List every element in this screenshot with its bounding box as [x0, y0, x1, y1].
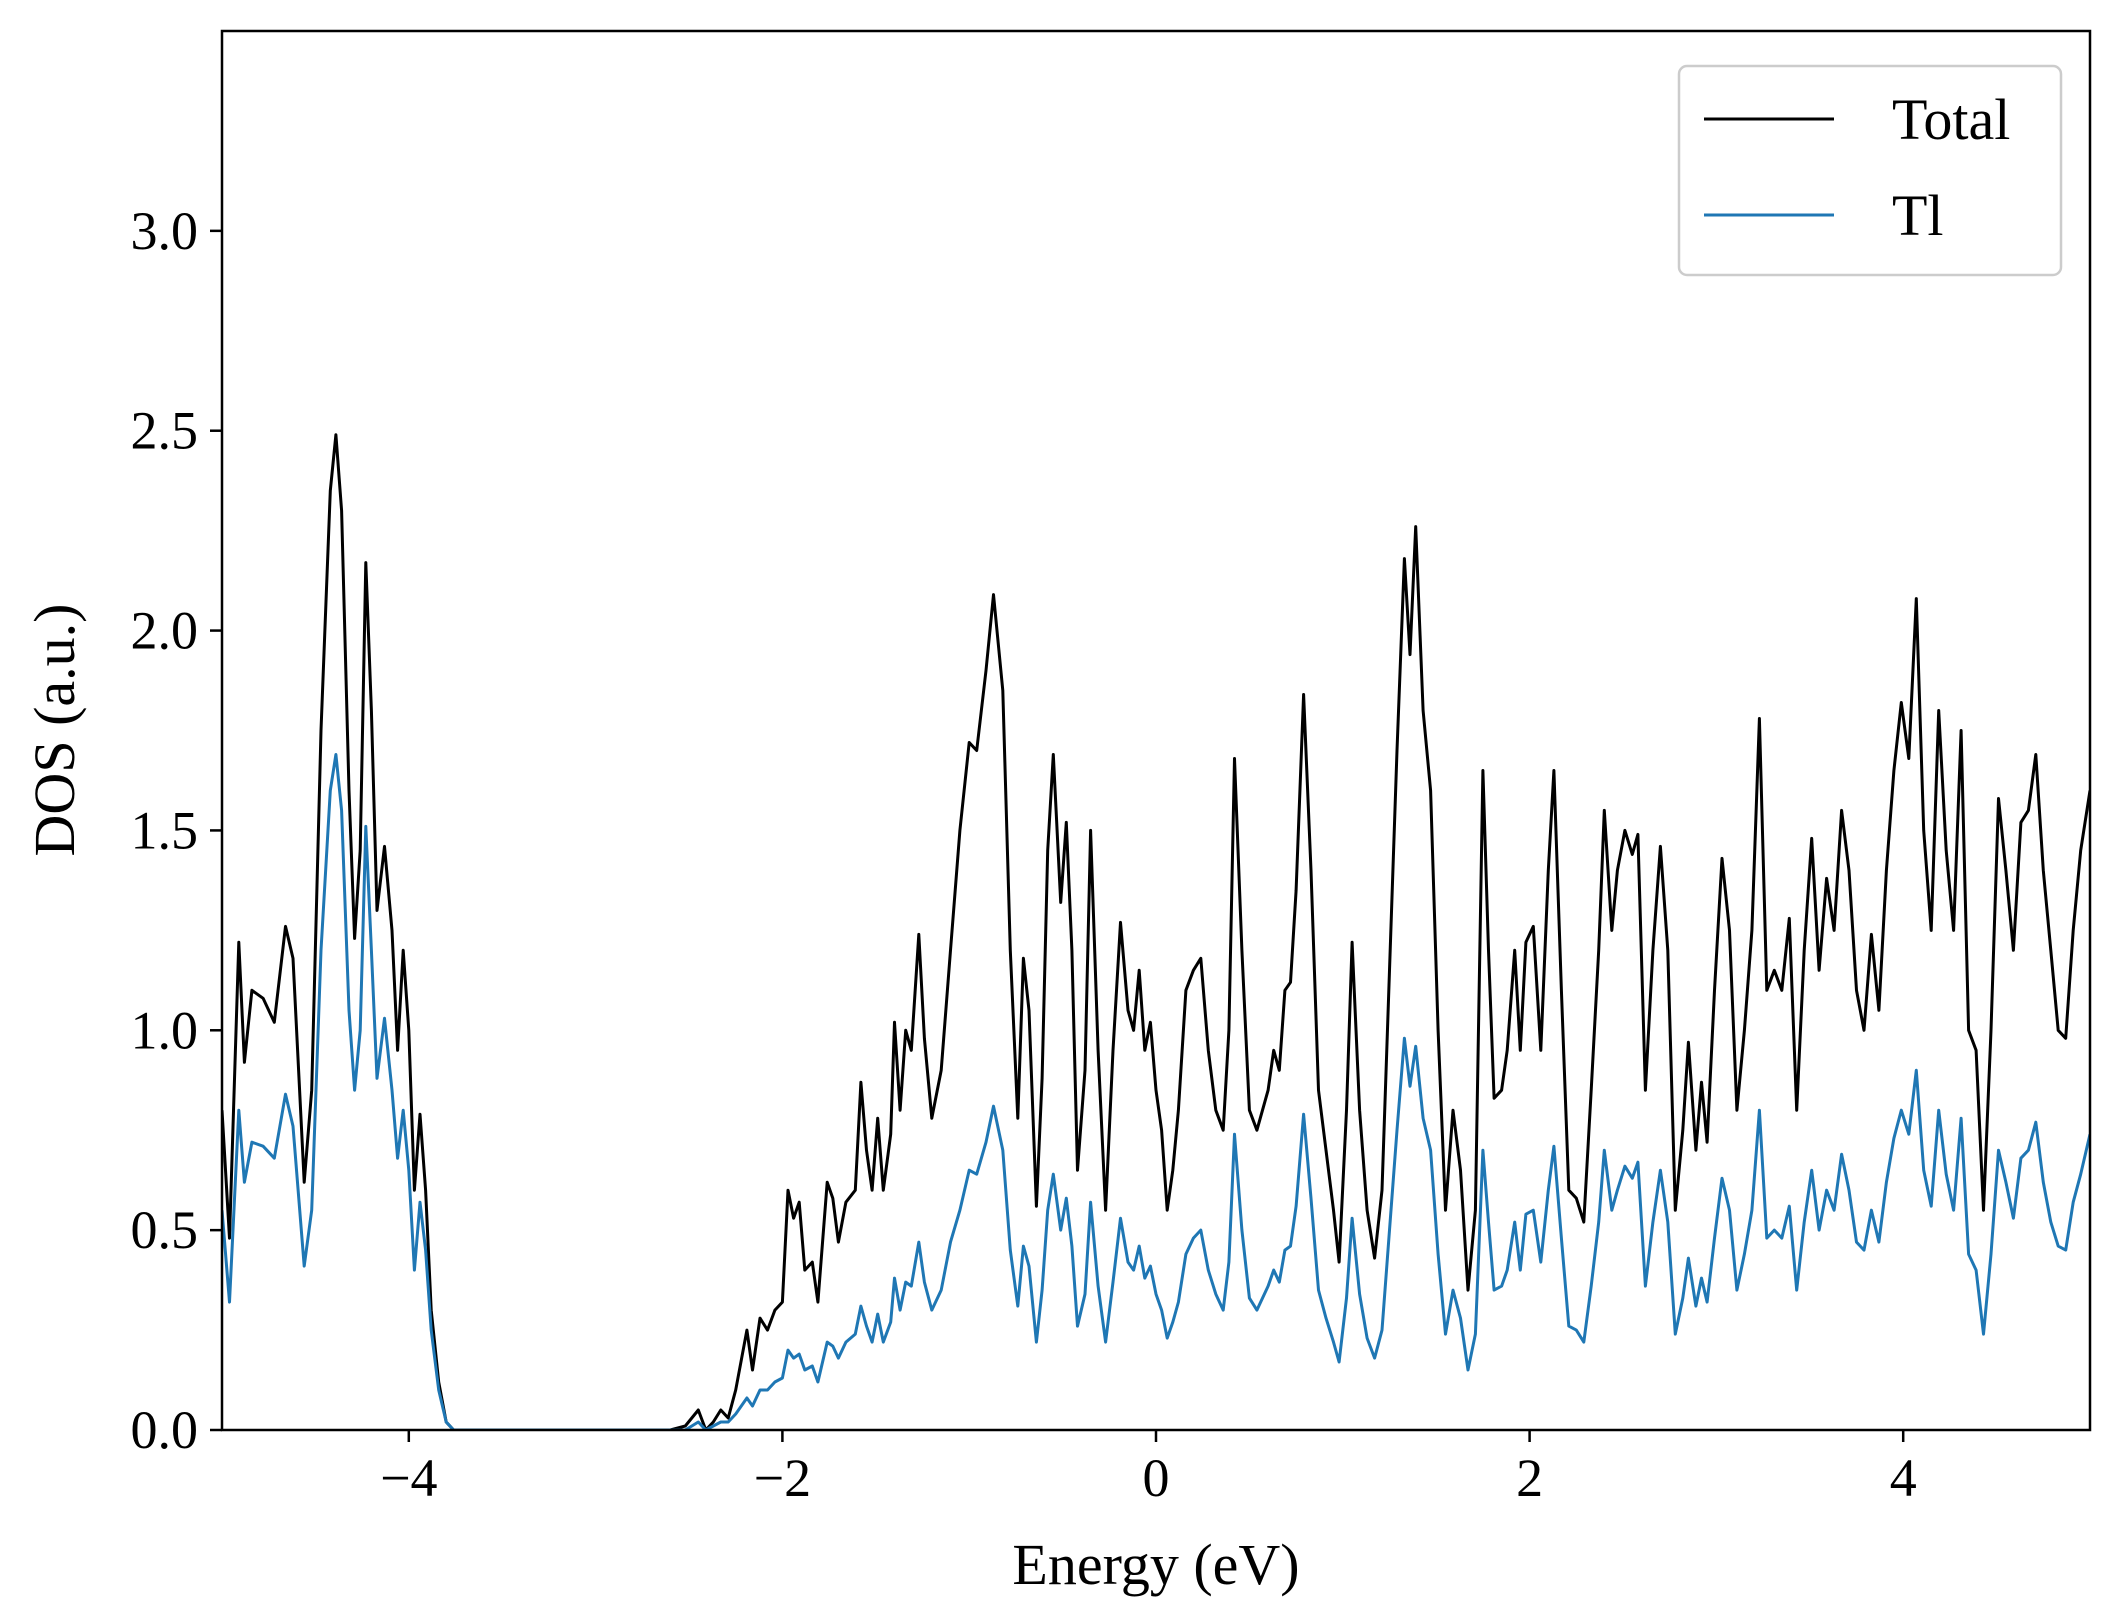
y-tick-label: 0.0 — [131, 1400, 199, 1460]
series-line-total — [222, 433, 2090, 1430]
y-ticks: 0.0 0.5 1.0 1.5 2.0 2.5 3.0 — [131, 201, 222, 1460]
y-axis-label: DOS (a.u.) — [22, 604, 87, 857]
legend-label-tl: Tl — [1892, 183, 1944, 248]
y-tick-label: 0.5 — [131, 1200, 199, 1260]
y-tick-label: 2.5 — [131, 401, 199, 461]
series-line-tl — [222, 753, 2090, 1430]
x-tick-label: 0 — [1143, 1448, 1170, 1508]
legend-label-total: Total — [1892, 87, 2010, 152]
x-tick-label: −4 — [380, 1448, 437, 1508]
y-tick-label: 3.0 — [131, 201, 199, 261]
y-tick-label: 1.5 — [131, 800, 199, 860]
x-ticks: −4 −2 0 2 4 — [380, 1430, 1917, 1508]
legend: Total Tl — [1677, 64, 2063, 277]
x-axis-label: Energy (eV) — [1012, 1532, 1299, 1597]
y-tick-label: 2.0 — [131, 601, 199, 661]
y-tick-label: 1.0 — [131, 1000, 199, 1060]
x-tick-label: 4 — [1890, 1448, 1917, 1508]
x-tick-label: 2 — [1516, 1448, 1543, 1508]
series-layer — [222, 433, 2090, 1430]
legend-entries: Total Tl — [1704, 87, 2010, 248]
x-tick-label: −2 — [754, 1448, 811, 1508]
